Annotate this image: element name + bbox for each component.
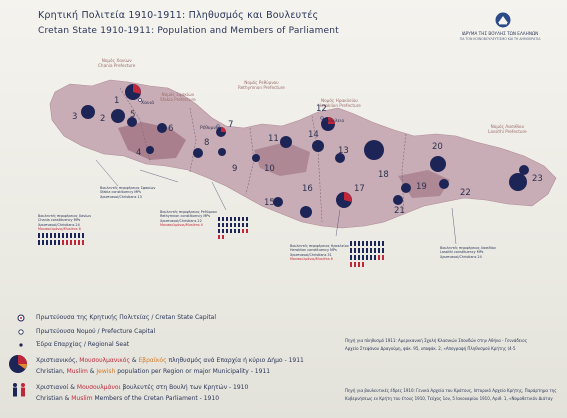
city-label-chania: Χανιά	[141, 101, 155, 106]
seat-box-heraklion: Βουλευτές περιφέρειας Ηρακλείου Heraklio…	[290, 241, 384, 267]
mp-figures-legend-icon	[13, 383, 25, 397]
district-number: 5	[130, 110, 136, 120]
population-pie-21	[401, 183, 411, 193]
legend-mps-greek: Χριστιανοί & Μουσουλμάνοι βουλευτές στη …	[36, 384, 249, 391]
mp-figures-rethymnon	[218, 217, 248, 239]
population-pie-15	[273, 197, 283, 207]
district-number: 9	[232, 164, 238, 174]
seat-box-lassithi: Βουλευτές περιφέρειας Λασιθίου Lassithi …	[440, 246, 496, 259]
parliament-foundation-logo-icon	[495, 12, 511, 28]
district-number: 10	[264, 164, 275, 174]
district-number: 20	[432, 142, 443, 152]
population-markers	[81, 84, 529, 218]
district-number: 17	[354, 184, 365, 194]
logo-text: ΙΔΡΥΜΑ ΤΗΣ ΒΟΥΛΗΣ ΤΩΝ ΕΛΛΗΝΩΝ	[461, 31, 539, 36]
prefecture-capital-rethymno	[216, 124, 220, 128]
seat-box-sfakia: Βουλευτές περιφέρειας Σφακίων Sfakia con…	[100, 186, 156, 199]
source-seats-line2: Κυβερνήσεως εν Κρήτη του έτους 1910, Τεύ…	[345, 396, 553, 401]
seat-box-chania: Βουλευτές περιφέρειας Χανίων Chania cons…	[38, 214, 100, 248]
capital-marker-chania	[138, 98, 142, 102]
regional-seat-dot-icon	[19, 343, 23, 347]
legend-population-greek: Χριστιανικός, Μουσουλμανικός & Εβραϊκός …	[36, 357, 304, 364]
population-pie-11	[280, 136, 292, 148]
population-pie-6	[157, 123, 167, 133]
legend-prefecture-capital: Πρωτεύουσα Νομού / Prefecture Capital	[36, 328, 156, 335]
population-pie-16	[300, 206, 312, 218]
district-number: 16	[302, 184, 313, 194]
muslim-share-heraklion	[328, 117, 335, 124]
district-number: 8	[204, 138, 210, 148]
crete-map	[49, 79, 557, 245]
mp-figures-chania	[38, 232, 84, 245]
source-seats-line1: Πηγή για βουλευτικές έδρες 1910: Γενικά …	[345, 388, 557, 393]
page-title-greek: Κρητική Πολιτεία 1910-1911: Πληθυσμός κα…	[38, 10, 319, 21]
district-number: 7	[228, 120, 234, 130]
crete-island-shape	[49, 79, 557, 229]
district-number: 14	[308, 130, 319, 140]
district-number: 13	[338, 146, 349, 156]
legend-population-english: Christian, Muslim & Jewish population pe…	[36, 368, 271, 375]
muslim-share-chania	[133, 84, 141, 94]
legend-capital: Πρωτεύουσα της Κρητικής Πολιτείας / Cret…	[36, 314, 217, 321]
district-number: 19	[416, 182, 427, 192]
district-number: 2	[100, 114, 106, 124]
population-pie-14	[312, 140, 324, 152]
legend-regional-seat: Έδρα Επαρχίας / Regional Seat	[36, 341, 130, 348]
district-number: 12	[316, 104, 327, 114]
population-pie-lassithi	[519, 165, 529, 175]
legend-mps-english: Christian & Muslim Members of the Cretan…	[36, 395, 220, 402]
source-population-line1: Πηγή για πληθυσμό 1911: Αμερικανική Σχολ…	[345, 338, 528, 343]
district-number: 3	[72, 112, 78, 122]
population-pie-legend-icon	[9, 355, 27, 373]
district-number: 21	[394, 206, 405, 216]
population-pie-19	[393, 195, 403, 205]
district-number: 23	[532, 174, 543, 184]
population-pie-13	[335, 153, 345, 163]
population-pie-20	[430, 156, 446, 172]
muslim-share-17	[344, 192, 352, 202]
mountain-shading-dikti	[398, 170, 450, 198]
prefecture-label-lassithi: Νομός Λασιθίου Lassithi Prefecture	[488, 124, 527, 135]
mp-figures-heraklion	[350, 241, 384, 267]
muslim-share-rethymno	[221, 127, 226, 132]
population-pie-10	[252, 154, 260, 162]
mountain-shading-ida	[254, 142, 310, 176]
population-pie-18	[364, 140, 384, 160]
population-pie-23	[509, 173, 527, 191]
district-number: 1	[114, 96, 120, 106]
city-label-heraklion: Ηράκλειο	[323, 119, 345, 124]
prefecture-label-sfakia: Νομός Σφακίων Sfakia Prefecture	[160, 92, 196, 103]
district-number: 6	[168, 124, 174, 134]
district-number: 15	[264, 198, 275, 208]
prefecture-label-chania: Νομός Χανίων Chania Prefecture	[98, 58, 136, 69]
capital-star-icon	[17, 314, 25, 322]
prefecture-capital-heraklion	[320, 116, 324, 120]
population-pie-1	[81, 105, 95, 119]
source-population-line2: Αρχείο Στεφάνου Δραγούμη, φάκ. 95, υποφά…	[345, 346, 516, 351]
prefecture-label-heraklion: Νομός Ηρακλείου Heraklion Prefecture	[318, 98, 361, 109]
prefecture-label-rethymnon: Νομός Ρεθύμνου Rethymnon Prefecture	[238, 80, 285, 91]
district-number: 22	[460, 188, 471, 198]
mountain-shading-west	[118, 122, 186, 160]
leader-lines	[95, 159, 457, 245]
population-pie-9	[218, 148, 226, 156]
population-pie-5	[127, 117, 137, 127]
city-label-rethymno: Ρέθυμνο	[200, 126, 219, 131]
district-number: 18	[378, 170, 389, 180]
page-title-english: Cretan State 1910-1911: Population and M…	[38, 26, 339, 36]
population-pie-2	[111, 109, 125, 123]
logo-subtext: ΓΙΑ ΤΟΝ ΚΟΙΝΟΒΟΥΛΕΥΤΙΣΜΟ ΚΑΙ ΤΗ ΔΗΜΟΚΡΑΤ…	[459, 37, 541, 41]
district-number: 11	[268, 134, 279, 144]
population-pie-22	[439, 179, 449, 189]
population-pie-8	[193, 148, 203, 158]
seat-box-rethymnon: Βουλευτές περιφέρειας Ρεθύμνου Rethymnon…	[160, 210, 248, 239]
population-pie-4	[146, 146, 154, 154]
district-number: 4	[136, 148, 142, 158]
prefecture-capital-dot-icon	[18, 329, 24, 335]
